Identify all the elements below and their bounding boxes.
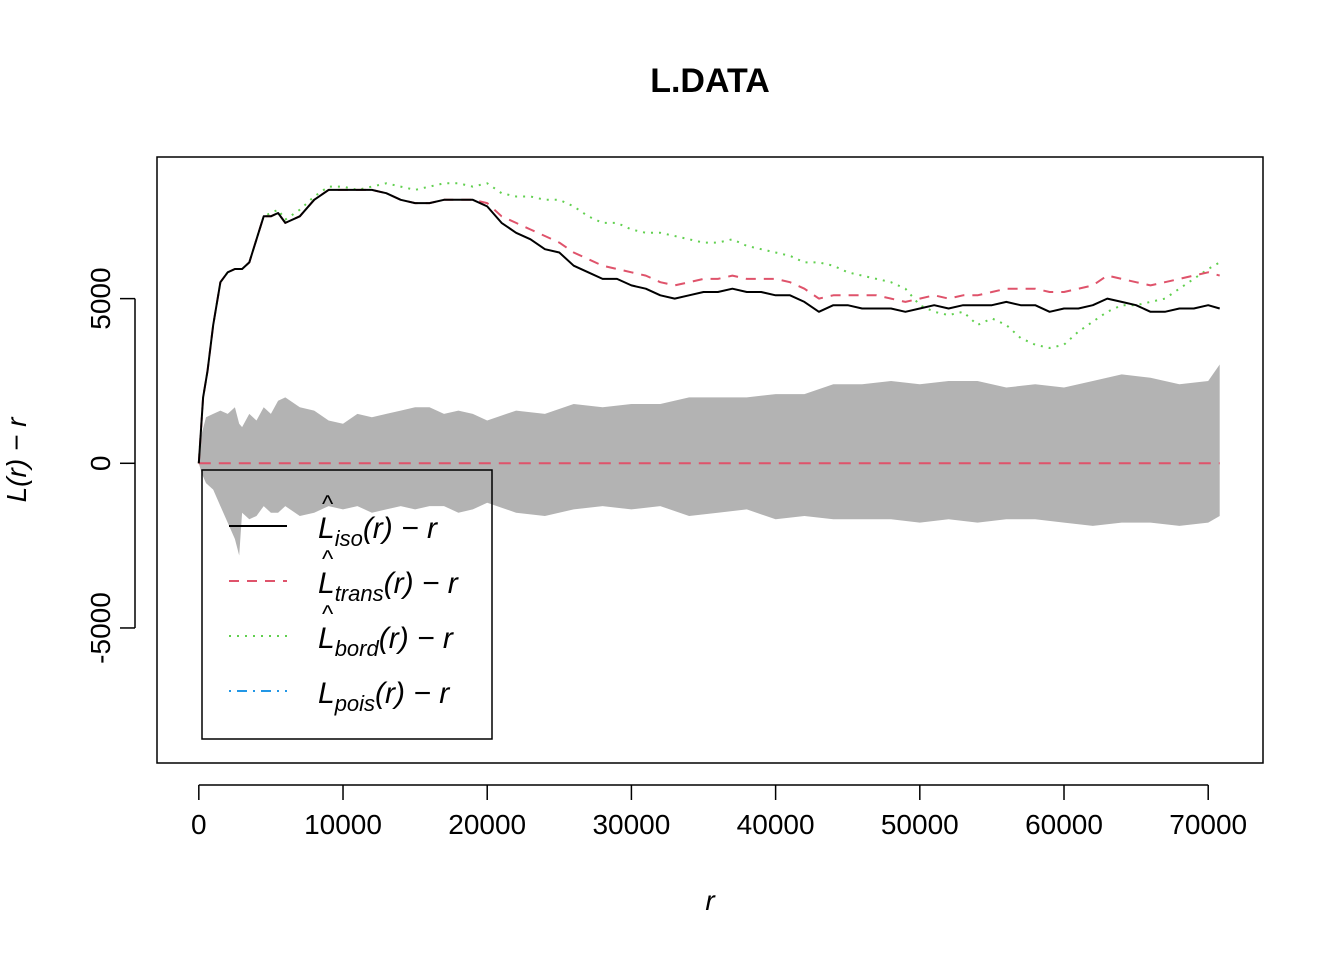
legend-label: Ltrans(r) − r [318, 567, 459, 606]
x-axis-label: r [705, 885, 716, 916]
x-tick-label: 60000 [1025, 809, 1103, 840]
legend-label: Lpois(r) − r [318, 677, 450, 716]
x-tick-label: 20000 [448, 809, 526, 840]
x-tick-label: 70000 [1169, 809, 1247, 840]
series-layer [197, 182, 1221, 465]
series-line-iso [197, 188, 1220, 464]
x-tick-label: 50000 [881, 809, 959, 840]
legend-label: Liso(r) − r [318, 512, 438, 551]
legend-hat: ^ [322, 601, 334, 628]
legend-hat: ^ [322, 491, 334, 518]
y-axis-label: L(r) − r [1, 416, 32, 502]
legend-box [201, 469, 493, 740]
y-tick-label: 5000 [85, 267, 116, 329]
envelope-layer [198, 364, 1220, 556]
y-tick-label: 0 [85, 456, 116, 472]
chart-title: L.DATA [650, 62, 770, 100]
plot-frame [156, 156, 1264, 764]
x-tick-label: 40000 [737, 809, 815, 840]
legend-hat: ^ [322, 546, 334, 573]
x-tick-label: 30000 [592, 809, 670, 840]
x-tick-label: 10000 [304, 809, 382, 840]
x-axis: 0 10000 20000 30000 40000 50000 60000 70000 [191, 784, 1247, 840]
series-line-bord [197, 182, 1221, 464]
legend-label: Lbord(r) − r [318, 622, 454, 661]
envelope-band [198, 364, 1220, 556]
y-tick-label: -5000 [85, 592, 116, 664]
y-axis: -5000 0 5000 [85, 267, 136, 664]
x-tick-label: 0 [191, 809, 207, 840]
